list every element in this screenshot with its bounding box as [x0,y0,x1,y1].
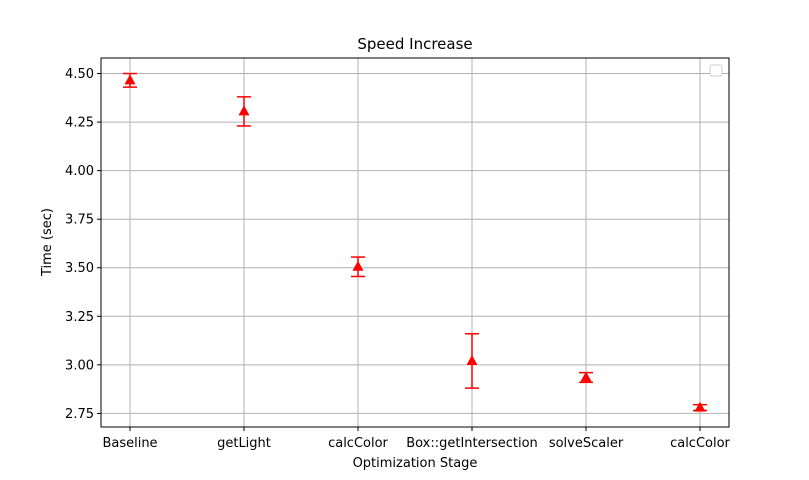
y-tick-label: 3.50 [65,261,94,276]
x-tick-label: Box::getIntersection [406,436,538,451]
triangle-marker [580,371,592,382]
data-point [351,256,365,278]
x-tick-label: getLight [217,436,271,451]
x-tick-label: Baseline [102,436,157,451]
axes-frame [100,57,730,428]
triangle-marker [124,74,136,85]
y-tick-label: 2.75 [65,407,94,422]
triangle-marker [352,260,364,271]
triangle-marker [238,105,250,116]
x-axis-ticks: Baseline getLight calcColor Box::getInterse… [102,427,731,451]
data-point [237,96,251,127]
y-tick-label: 4.00 [65,164,94,179]
x-tick-label: calcColor [328,436,388,451]
grid-lines [101,58,729,427]
triangle-marker [694,401,706,412]
legend-box [709,64,723,77]
y-tick-label: 3.00 [65,358,94,373]
y-tick-label: 3.75 [65,213,94,228]
x-tick-label: calcColor [670,436,730,451]
triangle-marker [466,354,478,365]
data-point [465,333,479,389]
x-axis-label: Optimization Stage [353,456,478,471]
data-point [123,72,137,88]
plot-area [123,72,707,412]
data-point [693,401,707,412]
x-tick-label: solveScaler [549,436,624,451]
chart-title: Speed Increase [357,35,472,53]
y-axis-label: Time (sec) [40,208,55,277]
y-axis-ticks: 2.75 3.00 3.25 3.50 3.75 4.00 4.25 4.50 [65,67,101,422]
data-point [579,371,593,384]
y-tick-label: 4.50 [65,67,94,82]
y-tick-label: 4.25 [65,116,94,131]
y-tick-label: 3.25 [65,310,94,325]
